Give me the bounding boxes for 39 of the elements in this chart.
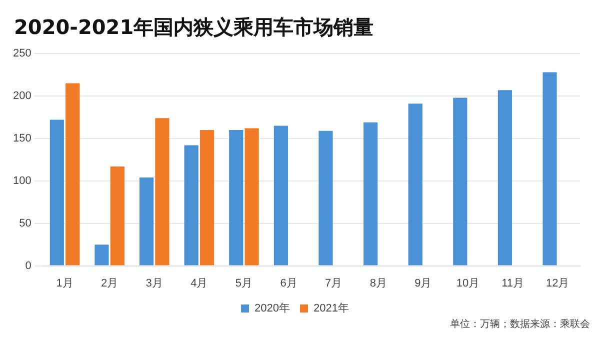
y-tick-label: 100 <box>12 174 32 187</box>
bar <box>139 178 154 266</box>
bar <box>184 145 198 266</box>
bar <box>363 122 378 266</box>
bar <box>274 126 288 266</box>
bar <box>244 128 259 266</box>
x-tick-label: 5月 <box>235 277 253 290</box>
bar <box>229 130 244 266</box>
y-tick-label: 150 <box>12 132 32 145</box>
x-tick-label: 8月 <box>370 277 387 290</box>
legend-label: 2021年 <box>314 302 349 315</box>
y-tick-label: 200 <box>12 90 32 102</box>
x-tick-label: 3月 <box>146 277 163 290</box>
x-tick-label: 4月 <box>190 277 208 290</box>
bar <box>155 118 170 266</box>
bar <box>498 90 512 266</box>
bar <box>408 104 422 266</box>
bar <box>50 120 64 266</box>
bar <box>66 83 80 266</box>
x-tick-label: 7月 <box>325 277 342 290</box>
x-tick-label: 9月 <box>414 277 432 290</box>
x-tick-label: 11月 <box>502 277 524 290</box>
bar <box>94 244 109 266</box>
bar <box>453 98 468 266</box>
text: 单位：万辆；数据来源：乘联会 <box>450 318 590 331</box>
y-tick-label: 0 <box>25 260 32 272</box>
x-tick-label: 12月 <box>546 277 570 290</box>
x-tick-label: 10月 <box>456 277 480 290</box>
x-tick-label: 1月 <box>56 277 74 290</box>
bar <box>318 130 333 266</box>
y-tick-label: 50 <box>19 217 32 230</box>
x-tick-label: 2月 <box>100 277 118 290</box>
chart-title: 2020-2021年国内狭义乘用车市场销量 <box>14 14 374 41</box>
bar <box>110 166 124 266</box>
bar <box>200 130 214 266</box>
y-tick-label: 250 <box>12 48 32 60</box>
bar <box>542 72 557 266</box>
x-tick-label: 6月 <box>280 277 298 290</box>
legend-label: 2020年 <box>254 302 290 315</box>
